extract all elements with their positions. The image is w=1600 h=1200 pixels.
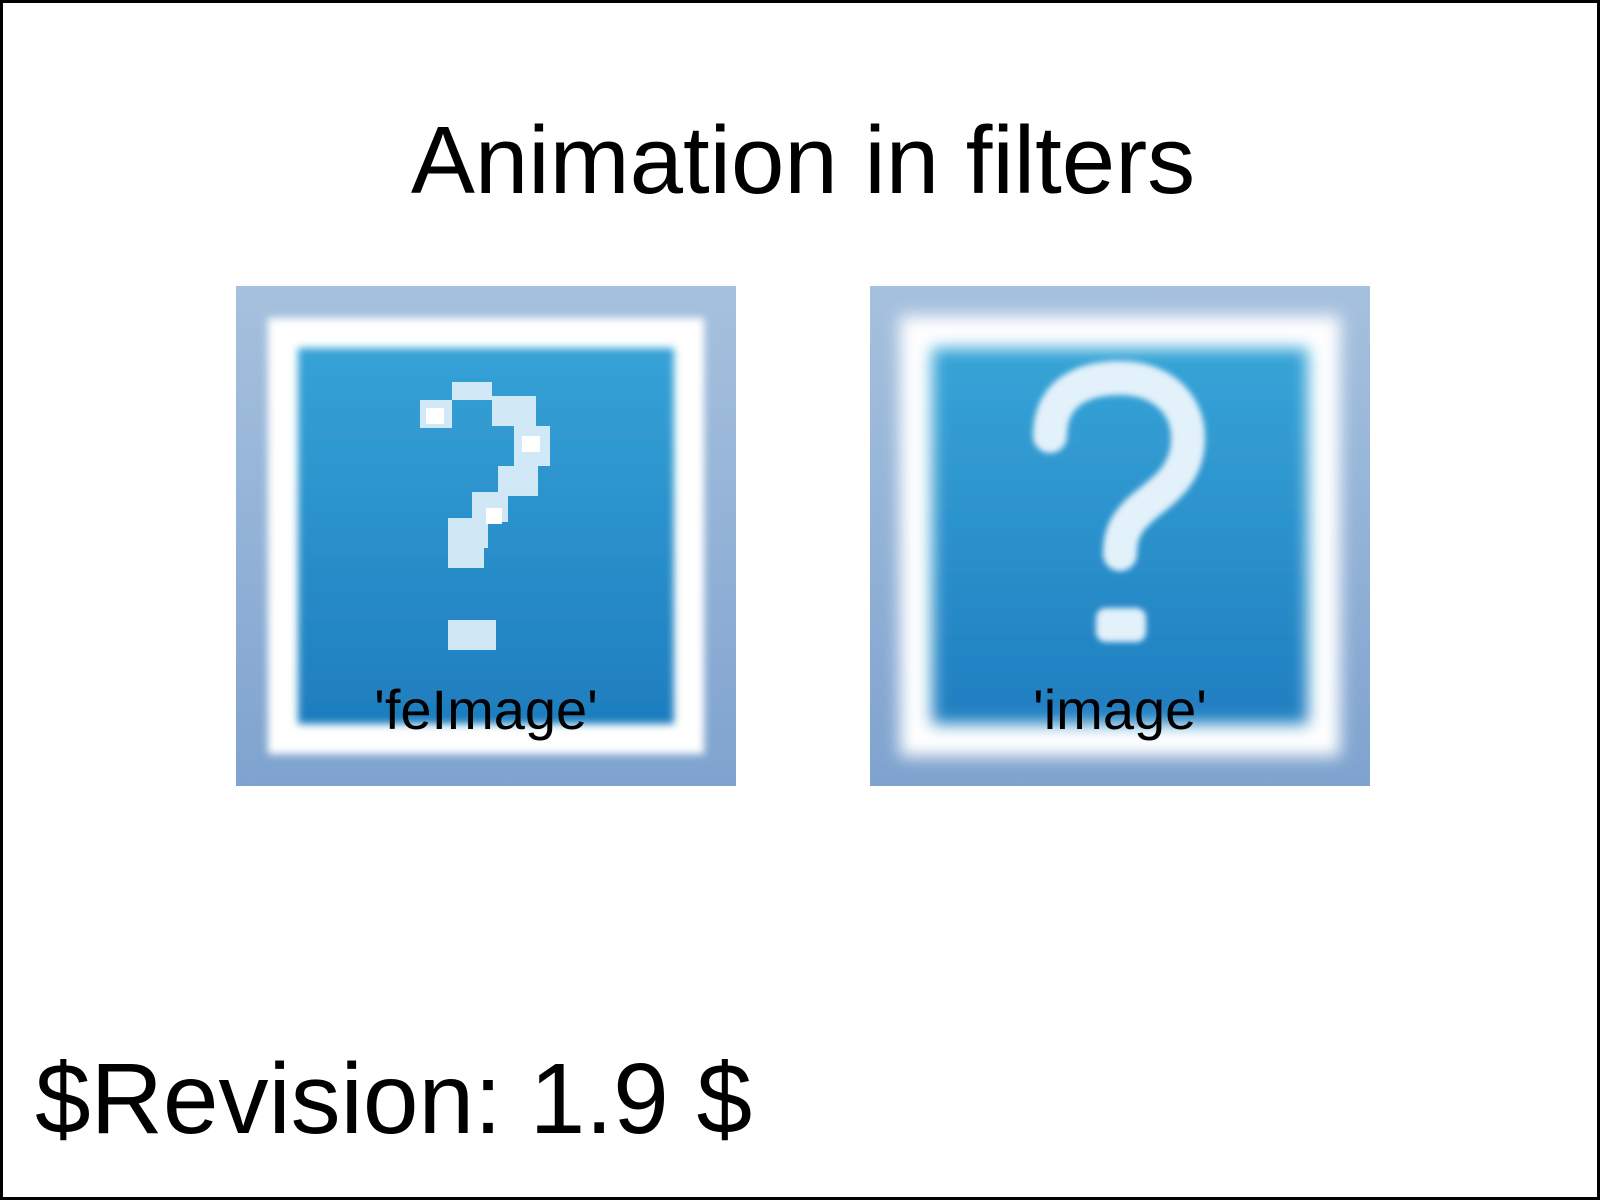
question-mark-icon xyxy=(870,286,1370,786)
question-mark-icon xyxy=(236,286,736,786)
revision-label: $Revision: 1.9 $ xyxy=(35,1043,753,1155)
feimage-panel: 'feImage' xyxy=(236,286,736,786)
image-label: 'image' xyxy=(1033,678,1207,741)
feimage-label: 'feImage' xyxy=(374,678,598,741)
page-title: Animation in filters xyxy=(410,107,1196,214)
image-panel: 'image' xyxy=(870,286,1370,786)
